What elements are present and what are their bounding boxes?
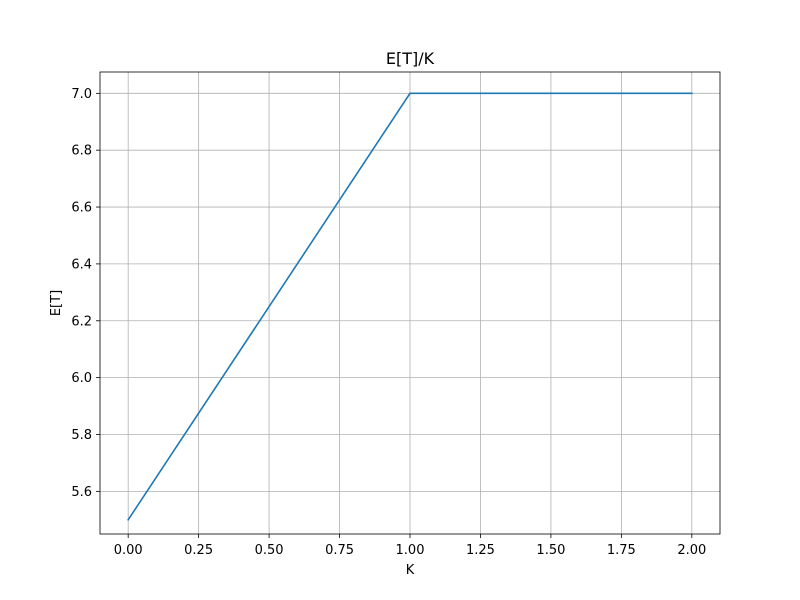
x-tick-label: 0.00 (114, 543, 143, 558)
x-tick-label: 0.75 (325, 543, 354, 558)
x-tick-label: 0.25 (184, 543, 213, 558)
y-tick-label: 5.8 (71, 428, 92, 443)
x-tick-label: 1.25 (466, 543, 495, 558)
series-layer (127, 92, 693, 521)
y-tick-label: 5.6 (71, 485, 92, 500)
x-axis-label: K (406, 563, 415, 578)
y-tick-label: 6.6 (71, 201, 92, 216)
x-tick-label: 2.00 (677, 543, 706, 558)
y-tick-label: 6.2 (71, 314, 92, 329)
x-tick-label: 1.50 (536, 543, 565, 558)
y-axis-ticks: 5.6 5.8 6.0 6.2 6.4 6.6 6.8 7.0 (71, 87, 100, 500)
x-tick-label: 0.50 (255, 543, 284, 558)
x-tick-label: 1.75 (607, 543, 636, 558)
y-tick-label: 6.0 (71, 371, 92, 386)
y-axis-label: E[T] (49, 290, 64, 316)
series-line-0 (127, 92, 693, 521)
y-tick-label: 7.0 (71, 87, 92, 102)
x-tick-label: 1.00 (396, 543, 425, 558)
y-tick-label: 6.8 (71, 144, 92, 159)
chart-title: E[T]/K (386, 49, 435, 68)
y-tick-label: 6.4 (71, 257, 92, 272)
x-axis-ticks: 0.00 0.25 0.50 0.75 1.00 1.25 1.50 1.75 2.00 (114, 534, 706, 558)
